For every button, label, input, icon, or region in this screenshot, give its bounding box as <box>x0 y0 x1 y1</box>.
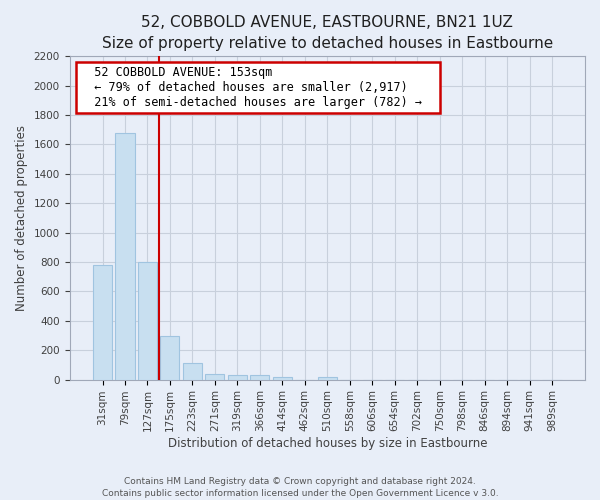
Bar <box>273 376 292 380</box>
Bar <box>318 378 337 380</box>
Bar <box>228 375 247 380</box>
Bar <box>205 374 224 380</box>
Title: 52, COBBOLD AVENUE, EASTBOURNE, BN21 1UZ
Size of property relative to detached h: 52, COBBOLD AVENUE, EASTBOURNE, BN21 1UZ… <box>101 15 553 51</box>
Bar <box>115 132 134 380</box>
Text: 52 COBBOLD AVENUE: 153sqm  
  ← 79% of detached houses are smaller (2,917)  
  2: 52 COBBOLD AVENUE: 153sqm ← 79% of detac… <box>80 66 436 109</box>
Y-axis label: Number of detached properties: Number of detached properties <box>15 125 28 311</box>
Bar <box>93 265 112 380</box>
Bar <box>250 375 269 380</box>
Text: Contains HM Land Registry data © Crown copyright and database right 2024.
Contai: Contains HM Land Registry data © Crown c… <box>101 476 499 498</box>
Bar <box>183 362 202 380</box>
Bar <box>138 262 157 380</box>
Bar <box>160 336 179 380</box>
X-axis label: Distribution of detached houses by size in Eastbourne: Distribution of detached houses by size … <box>167 437 487 450</box>
